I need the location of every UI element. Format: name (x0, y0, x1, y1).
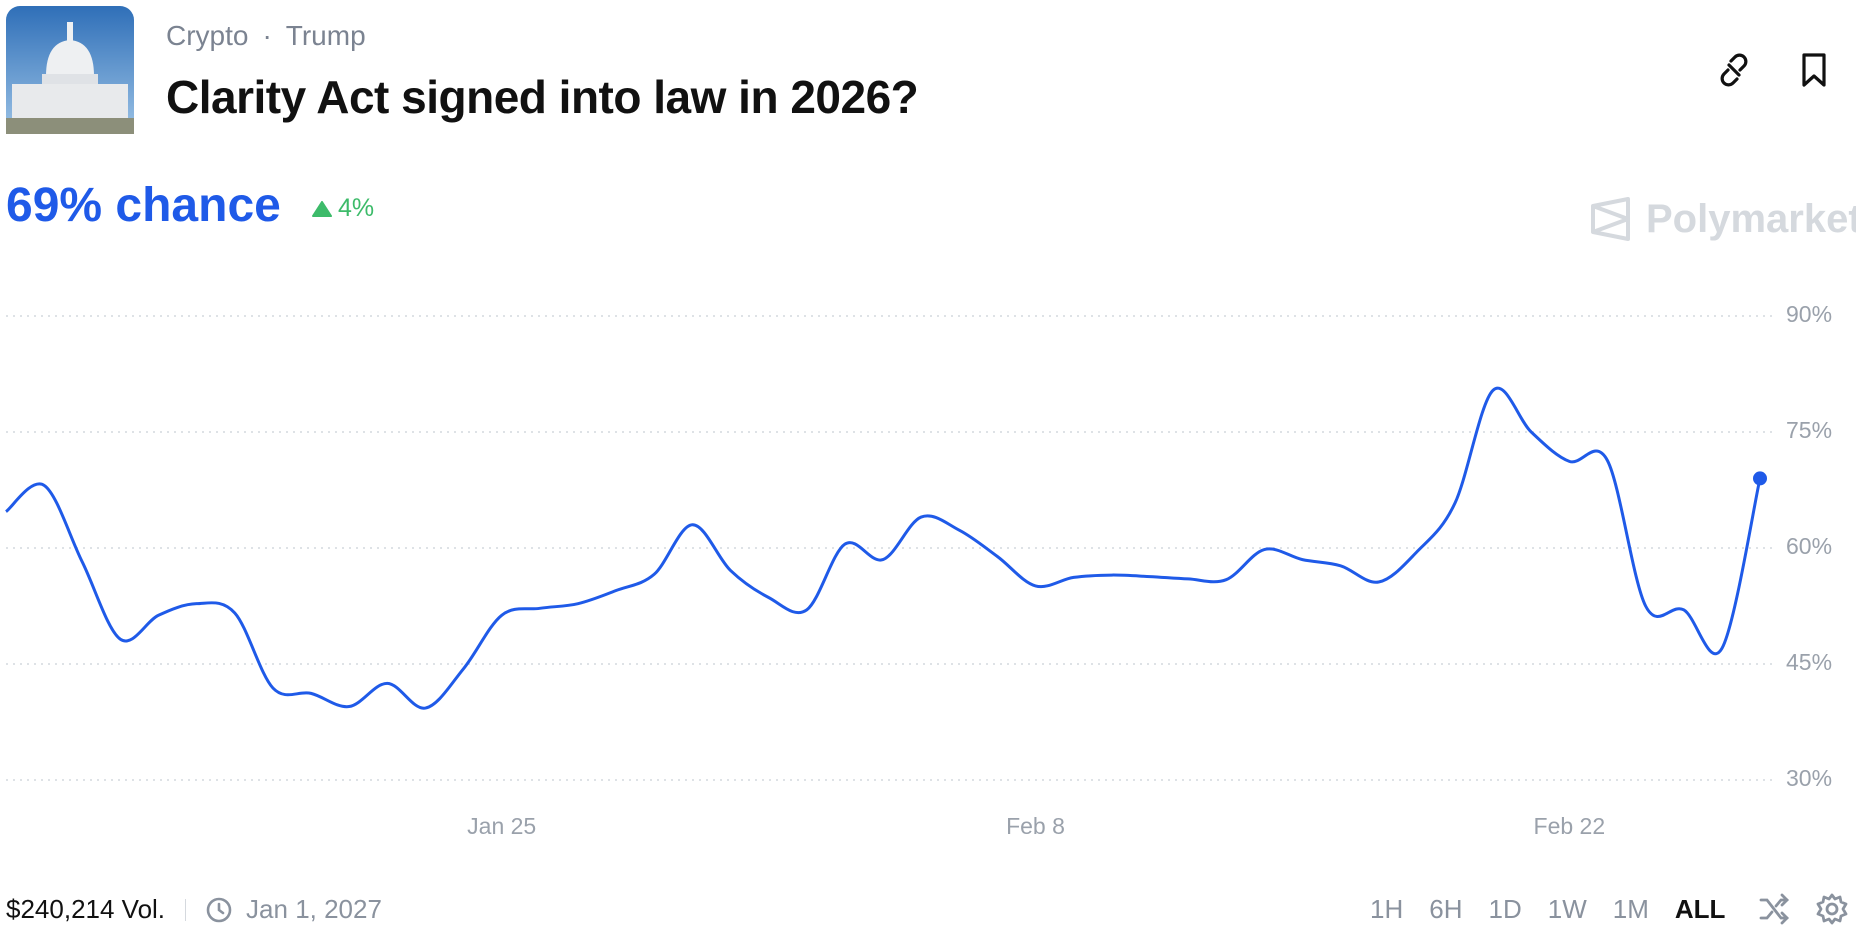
range-button[interactable]: 1M (1612, 894, 1649, 924)
end-date: Jan 1, 2027 (246, 894, 382, 924)
market-image (6, 6, 134, 134)
categories: Crypto · Trump (166, 20, 366, 52)
market-title: Clarity Act signed into law in 2026? (166, 71, 919, 123)
range-button[interactable]: 1D (1488, 894, 1522, 924)
link-button[interactable] (1716, 52, 1752, 88)
range-button[interactable]: 6H (1429, 894, 1463, 924)
clock-icon (206, 897, 232, 922)
y-tick-label: 45% (1786, 649, 1832, 675)
y-tick-label: 90% (1786, 301, 1832, 327)
x-tick-label: Jan 25 (467, 813, 536, 839)
range-buttons: 1H 6H 1D 1W 1M ALL (1370, 894, 1725, 925)
separator: · (262, 20, 272, 51)
brand-name: Polymarket (1646, 196, 1856, 241)
divider (185, 898, 187, 921)
change-value: 4% (338, 194, 375, 222)
chance: 69% chance (6, 179, 281, 232)
settings-button[interactable] (1816, 893, 1848, 925)
y-tick-label: 75% (1786, 417, 1832, 443)
range-button[interactable]: 1W (1547, 894, 1587, 924)
range-button[interactable]: 1H (1370, 894, 1404, 924)
price-line (4, 386, 1762, 710)
y-tick-label: 60% (1786, 533, 1832, 559)
change: 4% (312, 194, 374, 223)
category[interactable]: Trump (285, 20, 366, 51)
x-tick-label: Feb 8 (1006, 813, 1065, 839)
range-button[interactable]: ALL (1674, 894, 1726, 924)
last-point (1753, 471, 1767, 486)
brand: Polymarket (1590, 196, 1856, 242)
category[interactable]: Crypto (166, 20, 249, 51)
brand-logo (1591, 197, 1630, 241)
up-arrow (312, 200, 332, 217)
shuffle-button[interactable] (1758, 893, 1790, 925)
y-tick-label: 30% (1786, 765, 1832, 791)
footer-info: $240,214 Vol. Jan 1, 2027 (6, 894, 382, 925)
x-tick-label: Feb 22 (1534, 813, 1606, 839)
bookmark-button[interactable] (1798, 52, 1830, 88)
volume: $240,214 Vol. (6, 894, 166, 924)
